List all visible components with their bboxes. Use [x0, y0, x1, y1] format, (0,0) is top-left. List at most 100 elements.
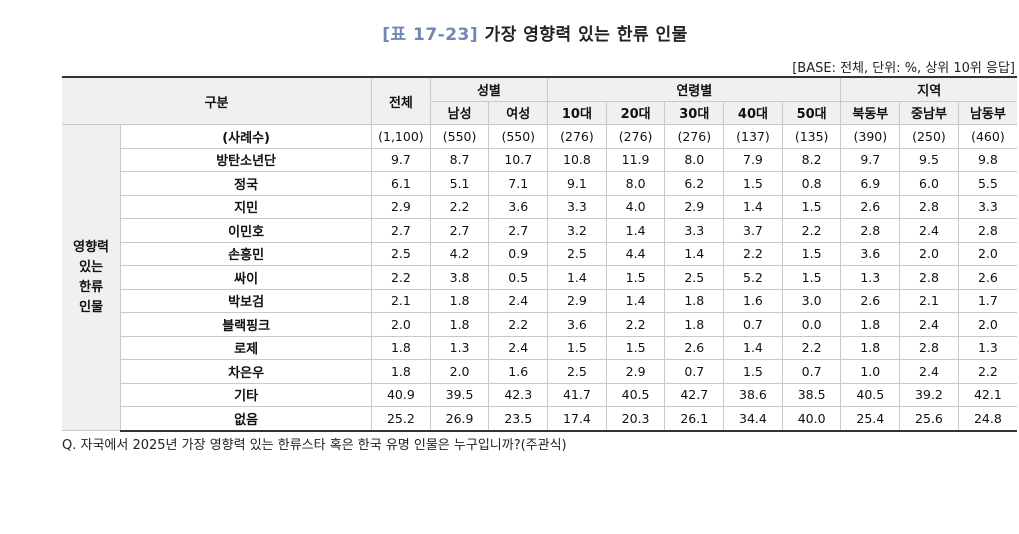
header-row-1: 구분 전체 성별 연령별 지역	[62, 76, 1017, 125]
table-cell: 1.4	[547, 265, 607, 290]
table-cell: 2.0	[899, 241, 959, 266]
table-cell: (390)	[840, 124, 901, 149]
row-group-label: 영향력 있는 한류 인물	[62, 124, 122, 431]
row-group-label-line: 있는	[79, 259, 104, 275]
table-cell: 2.0	[957, 312, 1017, 337]
row-label: 손흥민	[120, 241, 373, 266]
table-cell: 2.1	[899, 288, 959, 313]
header-col: 10대	[547, 100, 607, 125]
table-cell: 4.4	[605, 241, 666, 266]
table-cell: 3.6	[547, 312, 607, 337]
table-cell: 1.5	[781, 194, 842, 219]
header-col: 중남부	[899, 100, 959, 125]
table-cell: 2.4	[899, 359, 959, 384]
table-cell: 23.5	[488, 406, 549, 432]
table-cell: 3.6	[488, 194, 549, 219]
table-cell: 2.5	[547, 359, 607, 384]
table-cell: 9.7	[840, 147, 901, 172]
header-category: 구분	[62, 76, 373, 125]
table-cell: 1.3	[957, 335, 1017, 360]
table-cell: 26.9	[429, 406, 490, 432]
table-cell: 0.9	[488, 241, 549, 266]
table-row: 차은우 1.8 2.0 1.6 2.5 2.9 0.7 1.5 0.7 1.0 2.4 2.2	[62, 359, 1017, 384]
count-row: 영향력 있는 한류 인물 (사례수) (1,100) (550) (550) (276) (276…	[62, 124, 1017, 431]
table-cell: 6.0	[899, 171, 959, 196]
table-row: 손흥민 2.5 4.2 0.9 2.5 4.4 1.4 2.2 1.5 3.6 2.0 2.0	[62, 241, 1017, 266]
table-title-text: 가장 영향력 있는 한류 인물	[484, 25, 688, 45]
table-cell: 26.1	[664, 406, 725, 432]
table-cell: 5.5	[957, 171, 1017, 196]
table-cell: 40.5	[840, 382, 901, 407]
table-cell: 1.4	[723, 194, 783, 219]
table-cell: 6.9	[840, 171, 901, 196]
table-cell: 42.1	[957, 382, 1017, 407]
header-col: 북동부	[840, 100, 901, 125]
table-cell: 3.3	[547, 194, 607, 219]
table-cell: 10.8	[547, 147, 607, 172]
table-cell: 2.6	[957, 265, 1017, 290]
table-cell: 25.4	[840, 406, 901, 432]
table-cell: (276)	[547, 124, 607, 149]
table-cell: 0.7	[664, 359, 725, 384]
table-cell: 1.3	[429, 335, 490, 360]
table-cell: (276)	[664, 124, 725, 149]
row-group-label-line: 인물	[79, 299, 104, 315]
table-cell: 2.8	[899, 265, 959, 290]
table-cell: 42.3	[488, 382, 549, 407]
table-cell: 2.4	[899, 218, 959, 243]
table-cell: 39.5	[429, 382, 490, 407]
table-cell: 2.4	[899, 312, 959, 337]
table-cell: 2.7	[371, 218, 431, 243]
table-cell: 25.6	[899, 406, 959, 432]
table-row: 로제 1.8 1.3 2.4 1.5 1.5 2.6 1.4 2.2 1.8 2.8 1.3	[62, 335, 1017, 360]
table-cell: 34.4	[723, 406, 783, 432]
table-cell: 2.6	[840, 194, 901, 219]
table-cell: 1.5	[547, 335, 607, 360]
table-title: [표 17-23] 가장 영향력 있는 한류 인물	[0, 20, 1019, 45]
table-cell: 42.7	[664, 382, 725, 407]
table-cell: 9.5	[899, 147, 959, 172]
table-cell: 9.8	[957, 147, 1017, 172]
table-number: [표 17-23]	[382, 25, 479, 45]
table-cell: (276)	[605, 124, 666, 149]
table-cell: 8.0	[605, 171, 666, 196]
table-row: 싸이 2.2 3.8 0.5 1.4 1.5 2.5 5.2 1.5 1.3 2.8 2.6	[62, 265, 1017, 290]
row-label: 박보검	[120, 288, 373, 313]
count-row-label: (사례수)	[120, 124, 373, 149]
header-col: 여성	[488, 100, 549, 125]
header-col: 남성	[429, 100, 490, 125]
table-cell: 6.1	[371, 171, 431, 196]
table-cell: 40.0	[781, 406, 842, 432]
table-cell: 1.4	[723, 335, 783, 360]
row-label: 정국	[120, 171, 373, 196]
table-cell: (550)	[488, 124, 549, 149]
table-cell: 1.6	[723, 288, 783, 313]
table-cell: (550)	[429, 124, 490, 149]
table-cell: 3.7	[723, 218, 783, 243]
table-cell: 1.6	[488, 359, 549, 384]
table-cell: 1.8	[429, 312, 490, 337]
table-body: 영향력 있는 한류 인물 (사례수) (1,100) (550) (550) (276) (276…	[62, 124, 1017, 432]
table-cell: (250)	[899, 124, 959, 149]
table-header: 구분 전체 성별 연령별 지역 남성 여성 10대 20대 30대 40대 50대 북동부 중남…	[62, 76, 1017, 125]
table-cell: 2.2	[723, 241, 783, 266]
table-cell: 1.8	[840, 312, 901, 337]
table-cell: 2.8	[899, 335, 959, 360]
table-cell: 5.1	[429, 171, 490, 196]
row-label: 없음	[120, 406, 373, 432]
header-col: 20대	[605, 100, 666, 125]
table-cell: 40.5	[605, 382, 666, 407]
table-cell: 1.5	[605, 335, 666, 360]
header-region-group: 지역	[840, 76, 1017, 102]
table-cell: 2.5	[664, 265, 725, 290]
table-cell: 2.9	[371, 194, 431, 219]
row-label: 로제	[120, 335, 373, 360]
table-cell: 10.7	[488, 147, 549, 172]
table-cell: 1.0	[840, 359, 901, 384]
table-cell: 1.8	[840, 335, 901, 360]
table-cell: 17.4	[547, 406, 607, 432]
table-cell: 1.5	[781, 265, 842, 290]
table-row: 정국 6.1 5.1 7.1 9.1 8.0 6.2 1.5 0.8 6.9 6.0 5.5	[62, 171, 1017, 196]
table-cell: 1.4	[605, 218, 666, 243]
